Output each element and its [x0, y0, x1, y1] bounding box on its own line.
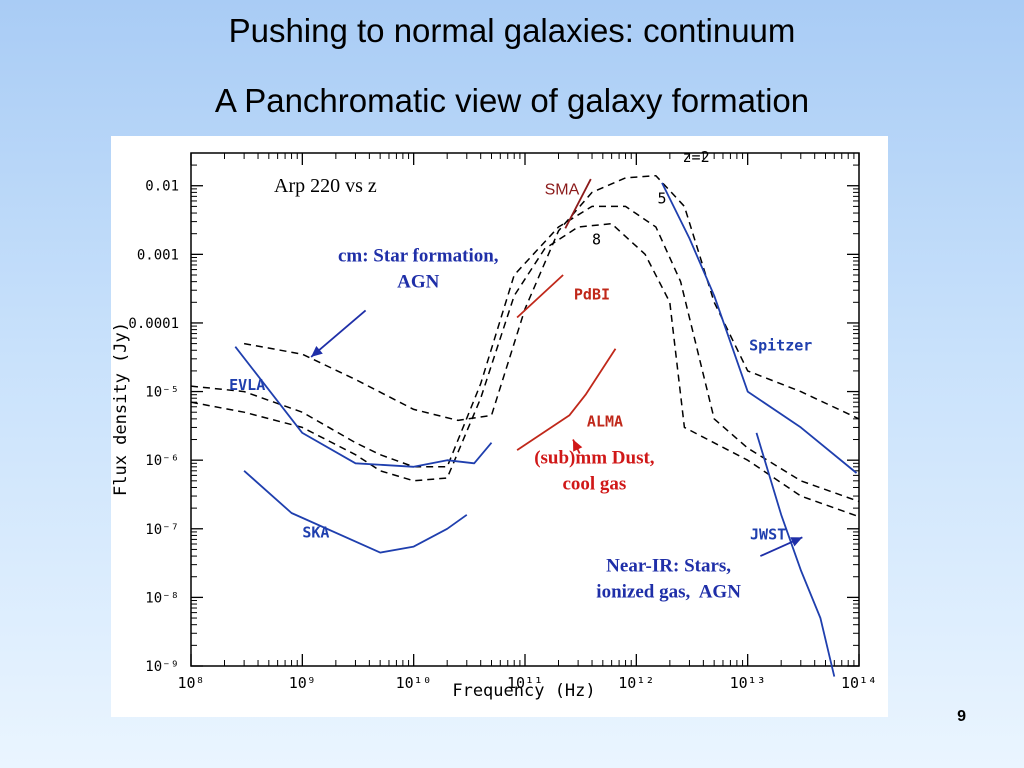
series-label-jwst: JWST [750, 525, 786, 543]
sed-chart: 10⁸ 10⁹ 10¹⁰ 10¹¹ 10¹² 10¹³ 10¹⁴ 10⁻⁹ 10⁻⁸ 10⁻⁷ 10… [111, 148, 877, 701]
series-5-line [190, 205, 860, 503]
x-axis-label: Frequency (Hz) [452, 681, 595, 701]
series-evla-line [234, 346, 493, 468]
x-tick-label: 10¹² [618, 674, 654, 692]
annotation: (sub)mm Dust, cool gas [534, 447, 655, 494]
annotation-line: (sub)mm Dust, [534, 447, 655, 468]
chart-panel: 10⁸ 10⁹ 10¹⁰ 10¹¹ 10¹² 10¹³ 10¹⁴ 10⁻⁹ 10⁻⁸ 10⁻⁷ 10… [111, 136, 888, 717]
y-tick-label: 10⁻⁶ [145, 453, 179, 469]
series-label-sma: SMA [545, 181, 580, 198]
y-tick-label: 10⁻⁷ [145, 522, 179, 538]
x-tick-label: 10⁹ [289, 674, 316, 692]
chart-title: Arp 220 vs z [274, 175, 377, 197]
plot-frame [190, 152, 860, 667]
page-number: 9 [957, 708, 966, 725]
annotation: Near-IR: Stars, ionized gas, AGN [596, 555, 741, 602]
annotation-arrow [310, 309, 367, 358]
y-tick-label: 0.0001 [128, 316, 179, 332]
series-label-ska: SKA [302, 523, 329, 541]
series-8-line [190, 222, 860, 518]
y-tick-label: 10⁻⁸ [145, 590, 179, 606]
annotation-line: cool gas [562, 473, 626, 494]
x-tick-label: 10¹⁰ [396, 674, 432, 692]
series-sma-line [564, 178, 592, 229]
series-alma-line [516, 348, 617, 451]
x-tick-label: 10¹³ [730, 674, 766, 692]
x-tick-label: 10⁸ [177, 674, 204, 692]
slide-title: Pushing to normal galaxies: continuum [228, 12, 796, 49]
series-label-z-2: z=2 [683, 148, 710, 166]
series-label-8: 8 [592, 230, 601, 248]
y-tick-label: 10⁻⁵ [145, 385, 179, 401]
y-tick-label: 0.01 [145, 179, 179, 195]
arrow-head [311, 346, 323, 357]
series-label-evla: EVLA [229, 376, 265, 394]
series-pdbi-line [516, 274, 564, 319]
series-z-2-line [243, 174, 860, 422]
annotation-line: AGN [397, 272, 440, 293]
series-label-5: 5 [658, 190, 667, 208]
x-tick-label: 10¹¹ [507, 674, 543, 692]
series-label-spitzer: Spitzer [749, 336, 812, 354]
series-spitzer-line [661, 182, 858, 474]
y-tick-label: 10⁻⁹ [145, 659, 179, 675]
annotation-line: cm: Star formation, [338, 246, 499, 267]
y-tick-label: 0.001 [137, 247, 179, 263]
slide-subtitle: A Panchromatic view of galaxy formation [214, 82, 810, 119]
arrow-head [573, 439, 583, 452]
annotation-line: Near-IR: Stars, [606, 555, 731, 576]
series-label-alma: ALMA [587, 412, 623, 430]
series-label-pdbi: PdBI [574, 285, 610, 303]
x-tick-label: 10¹⁴ [841, 674, 877, 692]
series-ska-line [243, 470, 468, 554]
annotation: cm: Star formation, AGN [338, 246, 499, 293]
annotation-line: ionized gas, AGN [596, 581, 741, 602]
arrow-head [790, 537, 803, 547]
series-jwst-line [755, 432, 836, 677]
y-axis-label: Flux density (Jy) [111, 322, 131, 496]
